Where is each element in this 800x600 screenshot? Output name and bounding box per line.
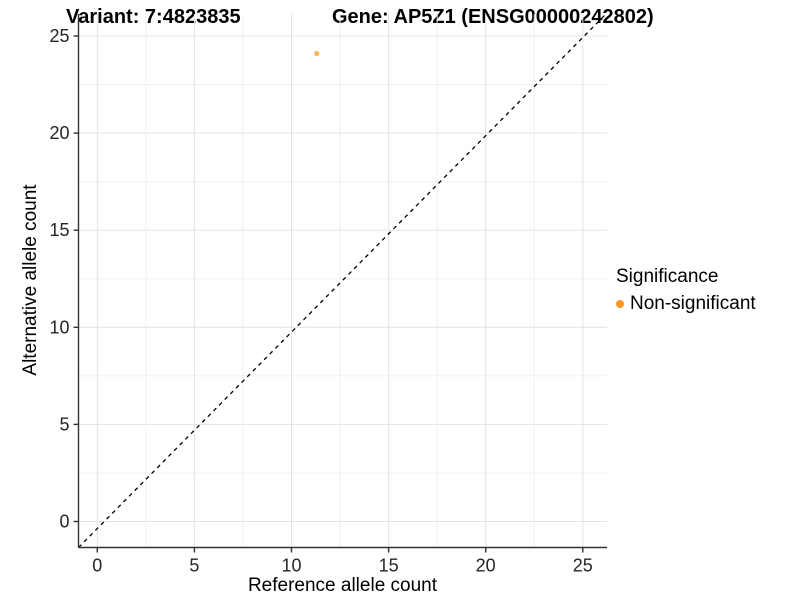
x-tick-label: 5 [189,556,199,576]
x-tick-label: 15 [379,556,399,576]
legend-item: Non-significant [616,293,756,315]
x-axis-label: Reference allele count [247,575,438,596]
y-tick-label: 0 [59,512,69,532]
y-axis-label: Alternative allele count [20,184,41,376]
legend-title: Significance [616,266,719,287]
y-tick-label: 25 [49,26,69,46]
y-tick-label: 5 [59,414,69,434]
y-tick-label: 15 [49,220,69,240]
x-tick-label: 0 [92,556,102,576]
x-tick-label: 20 [476,556,496,576]
plot-title-gene: Gene: AP5Z1 (ENSG00000242802) [332,6,654,28]
x-tick-label: 10 [281,556,301,576]
identity-reference-line [78,15,605,548]
data-point [314,50,320,57]
legend-item-label: Non-significant [630,293,756,314]
plot-title-variant: Variant: 7:4823835 [66,6,241,28]
y-tick-label: 10 [49,317,69,337]
x-tick-label: 25 [573,556,593,576]
y-tick-label: 20 [49,123,69,143]
legend: Significance Non-significant [616,266,756,315]
legend-point-icon [616,300,624,308]
